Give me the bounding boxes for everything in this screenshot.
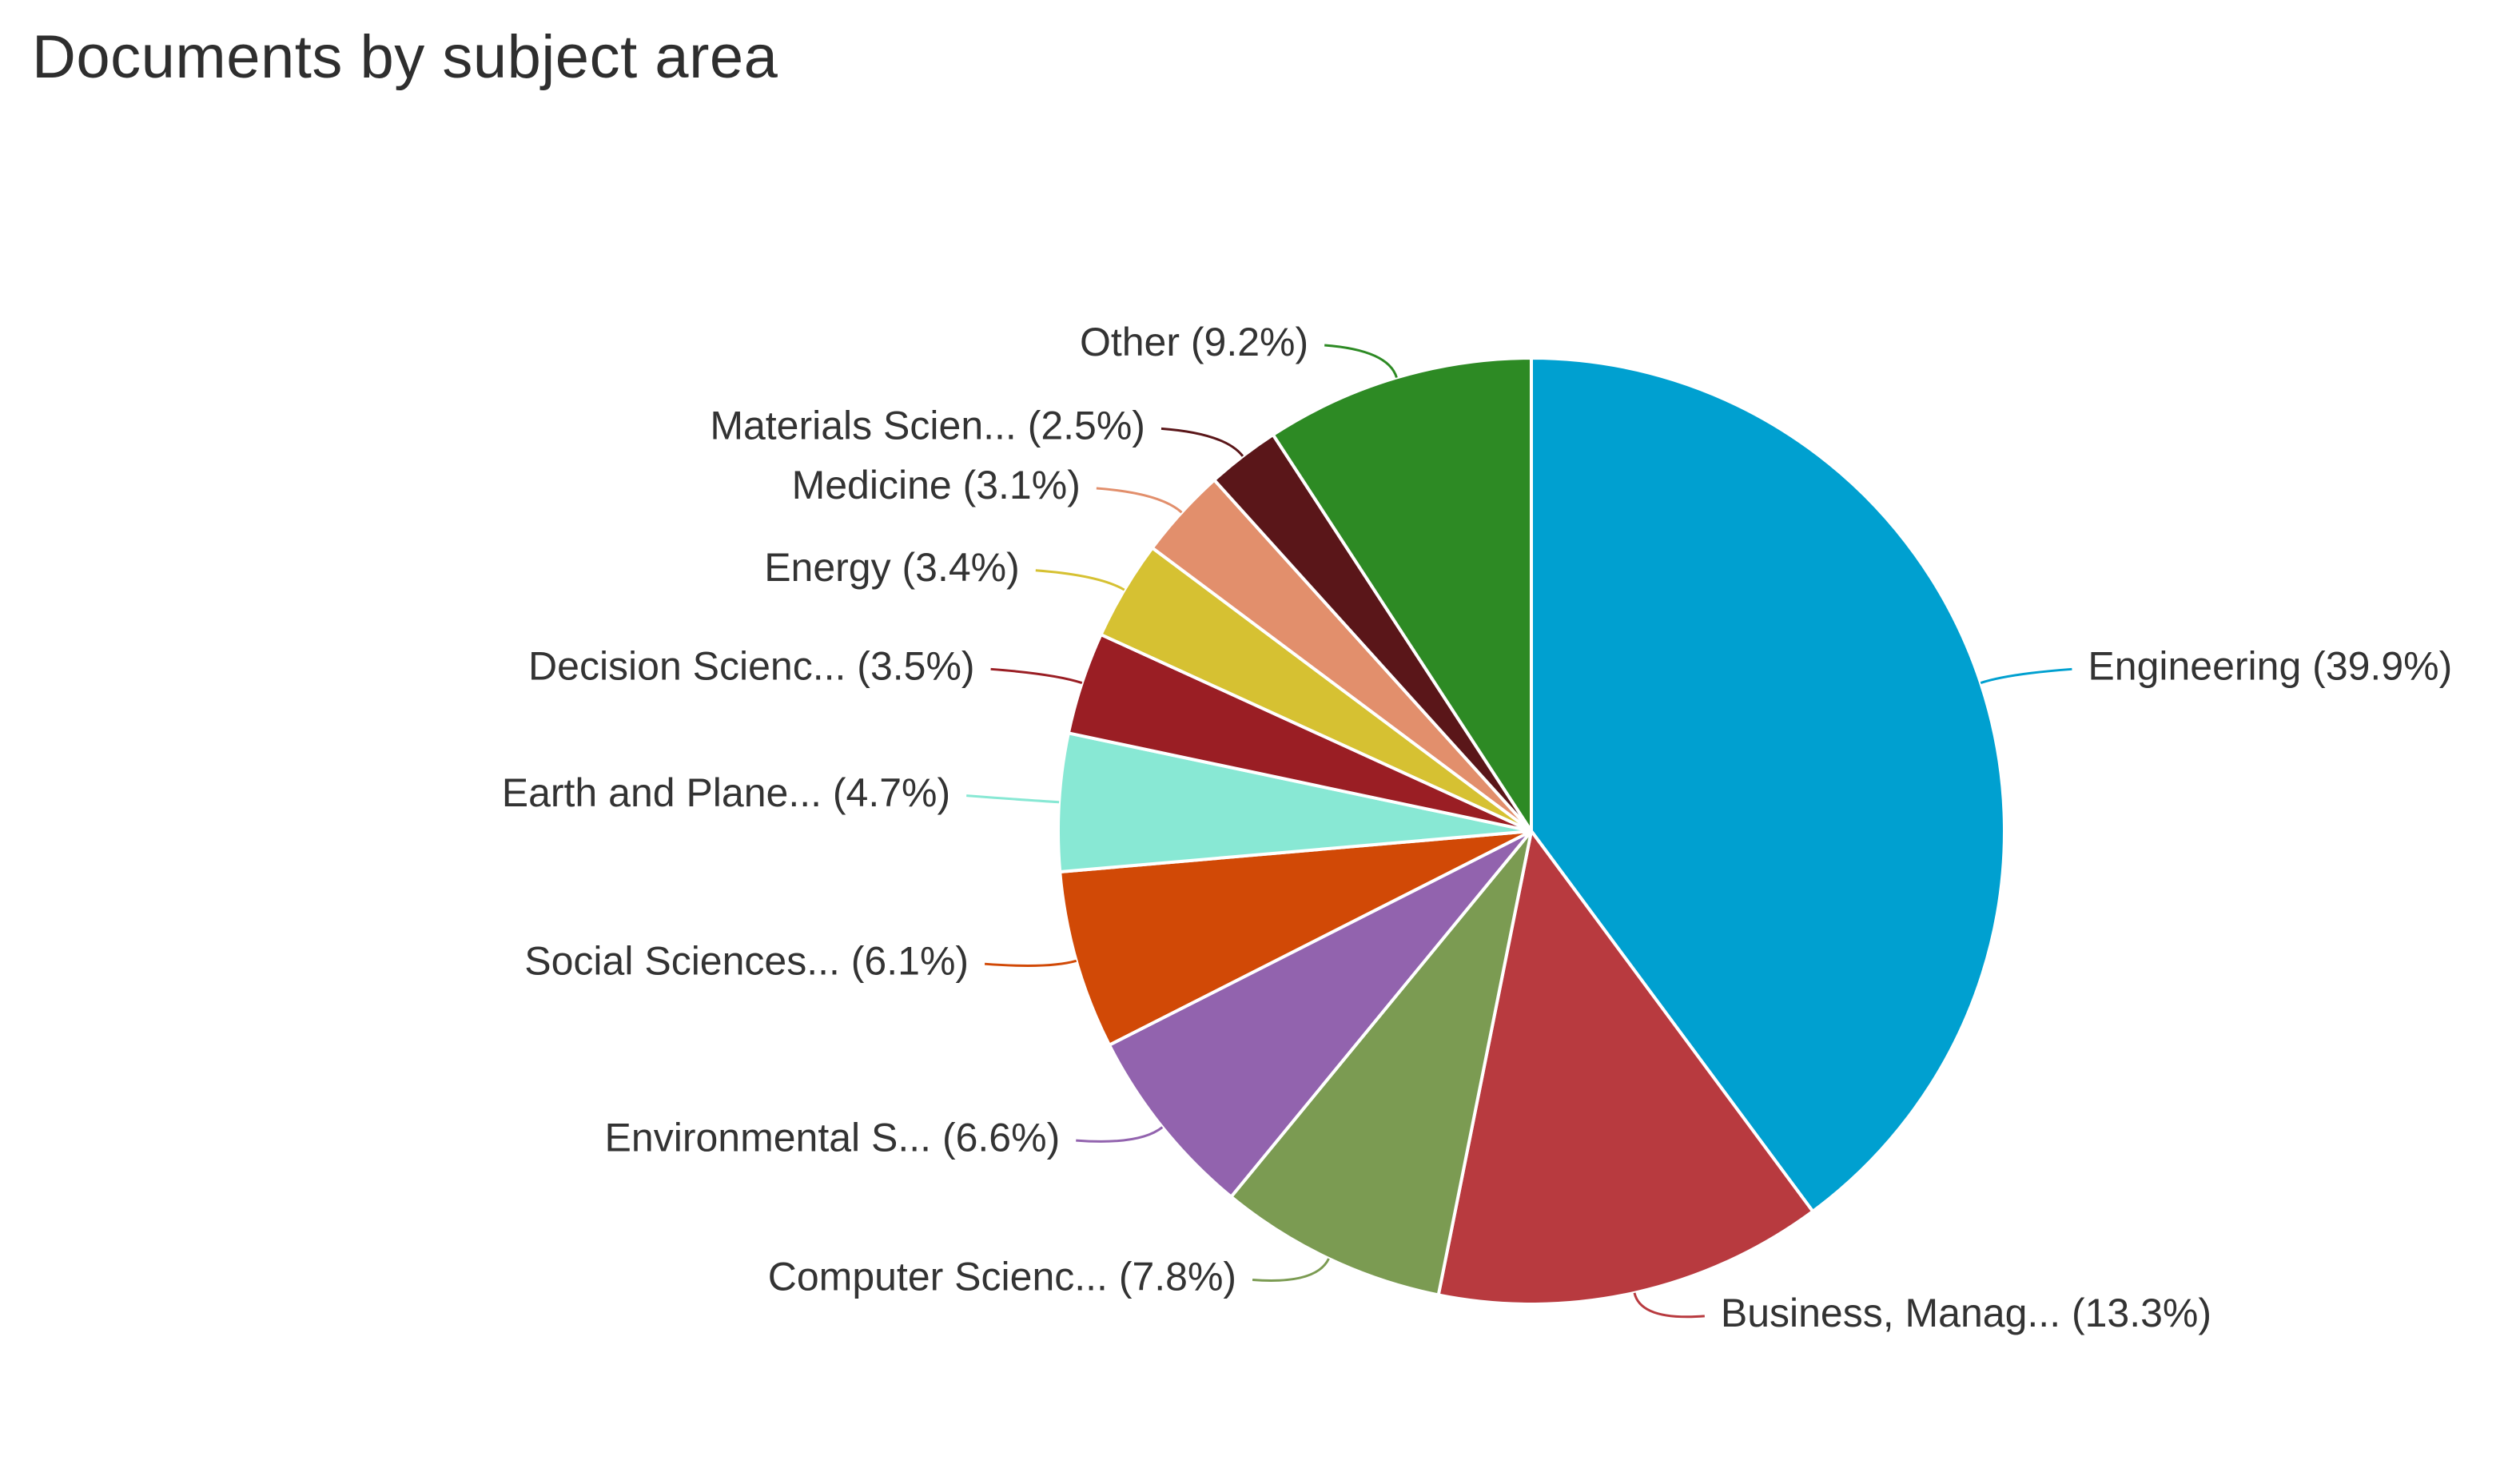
slice-label-other: Other (9.2%)	[1080, 320, 1308, 364]
leader-line-earth-and-plane	[966, 794, 1060, 804]
leader-line-materials-scien	[1160, 427, 1244, 457]
leader-line-engineering	[1980, 667, 2072, 685]
pie-slice-engineering[interactable]	[1530, 356, 2006, 1213]
leader-line-environmental-s	[1076, 1126, 1164, 1143]
pie-slice-earth-and-plane[interactable]	[1057, 731, 1533, 874]
slice-label-medicine: Medicine (3.1%)	[792, 463, 1081, 507]
pie-slice-business-manag[interactable]	[1436, 830, 1815, 1306]
slice-label-business-manag: Business, Manag... (13.3%)	[1721, 1291, 2211, 1335]
leader-line-social-sciences	[984, 959, 1077, 967]
leader-line-decision-scienc	[990, 667, 1083, 685]
pie-slice-environmental-s[interactable]	[1107, 830, 1533, 1199]
chart-title: Documents by subject area	[32, 23, 778, 91]
slice-label-environmental-s: Environmental S... (6.6%)	[605, 1115, 1061, 1160]
leader-line-medicine	[1096, 487, 1183, 514]
leader-line-business-manag	[1633, 1292, 1705, 1319]
pie-slice-computer-scienc[interactable]	[1229, 830, 1533, 1297]
slice-label-energy: Energy (3.4%)	[764, 545, 1020, 590]
leader-line-computer-scienc	[1252, 1258, 1330, 1282]
pie-slice-other[interactable]	[1271, 356, 1533, 833]
slice-label-decision-scienc: Decision Scienc... (3.5%)	[528, 644, 975, 689]
leader-line-energy	[1035, 569, 1125, 591]
slice-label-materials-scien: Materials Scien... (2.5%)	[710, 404, 1145, 448]
slice-label-earth-and-plane: Earth and Plane... (4.7%)	[502, 770, 950, 815]
leader-line-other	[1324, 344, 1398, 379]
slice-label-social-sciences: Social Sciences... (6.1%)	[524, 938, 969, 983]
slice-label-computer-scienc: Computer Scienc... (7.8%)	[768, 1255, 1236, 1299]
slice-label-engineering: Engineering (39.9%)	[2088, 644, 2452, 689]
